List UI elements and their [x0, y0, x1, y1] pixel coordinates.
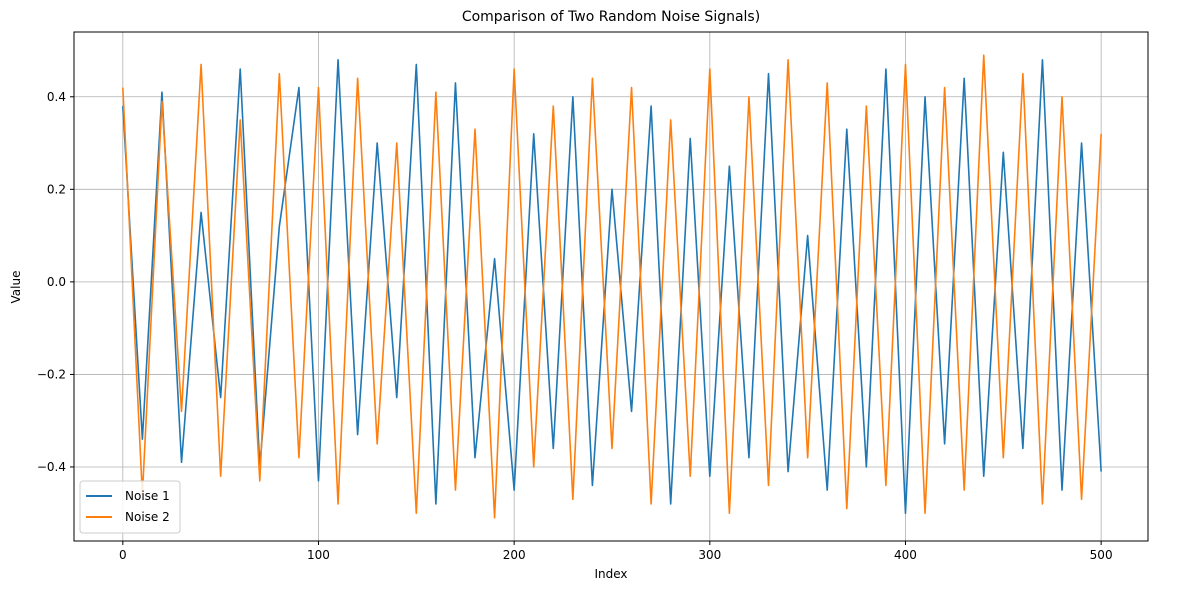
- y-tick-label: 0.4: [47, 90, 66, 104]
- y-tick-label: 0.2: [47, 182, 66, 196]
- tick-layer: 0 100 200 300 400 500 −0.4 −0.2 0.0 0.2 0.4: [37, 90, 1113, 562]
- x-tick-label: 200: [503, 548, 526, 562]
- legend-label-noise-2: Noise 2: [125, 510, 170, 524]
- x-tick-label: 400: [894, 548, 917, 562]
- legend-box: [79, 480, 181, 534]
- legend-label-noise-1: Noise 1: [125, 489, 170, 503]
- x-axis-title: Index: [594, 567, 627, 581]
- x-tick-label: 500: [1090, 548, 1113, 562]
- plot-frame: [73, 31, 1149, 542]
- y-tick-label: −0.4: [37, 460, 66, 474]
- chart-title: Comparison of Two Random Noise Signals): [462, 9, 760, 25]
- series-layer: [122, 54, 1102, 519]
- x-tick-label: 0: [119, 548, 127, 562]
- series-line-noise-1: [122, 58, 1102, 515]
- y-tick-label: −0.2: [37, 367, 66, 381]
- x-tick-label: 100: [307, 548, 330, 562]
- y-tick-label: 0.0: [47, 275, 66, 289]
- series-line-noise-2: [122, 54, 1102, 519]
- legend: Noise 1 Noise 2: [79, 480, 181, 534]
- x-tick-label: 300: [698, 548, 721, 562]
- y-axis-title: Value: [9, 271, 23, 304]
